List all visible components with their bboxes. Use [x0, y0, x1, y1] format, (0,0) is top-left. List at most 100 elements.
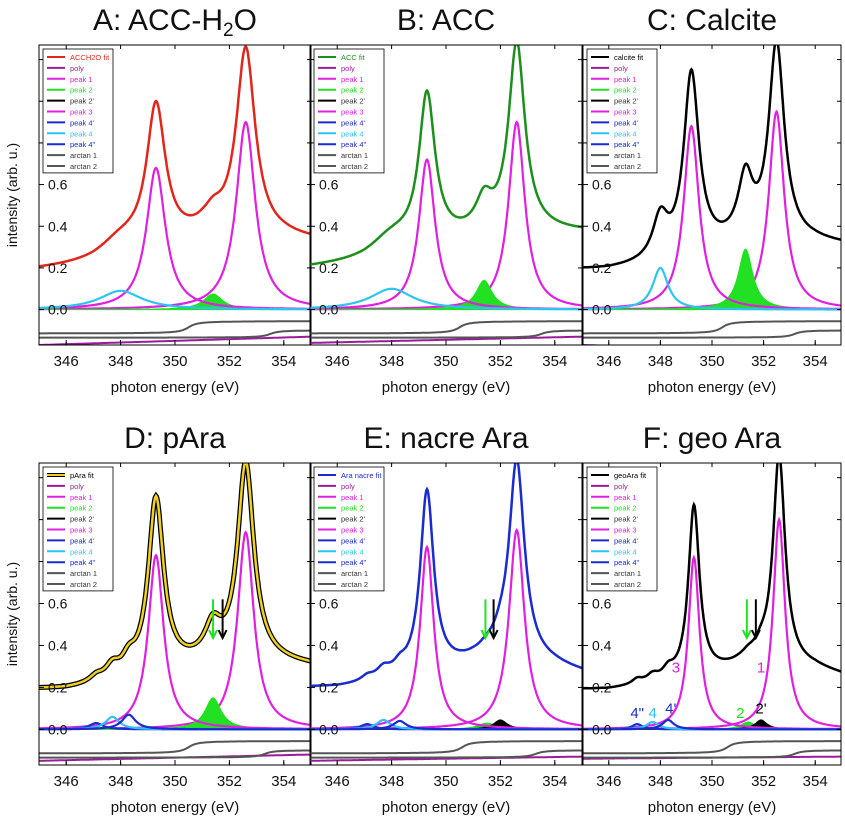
x-tick-label: 346 [325, 773, 350, 790]
legend-label: peak 2' [341, 515, 366, 524]
peak-line [39, 120, 311, 311]
x-tick-label: 348 [108, 353, 133, 370]
peak-annotation: 2 [736, 705, 744, 722]
x-tick-label: 352 [751, 773, 776, 790]
fit-line [583, 463, 841, 690]
x-tick-label: 350 [699, 353, 724, 370]
legend-label: peak 3 [614, 526, 637, 535]
x-tick-label: 354 [803, 353, 828, 370]
peak-annotation: 3 [672, 660, 680, 677]
panel-d: D: pAra0.00.20.40.60.81.01.2346348350352… [38, 422, 312, 816]
legend-label: peak 2 [614, 86, 637, 95]
arctan-line [583, 329, 841, 339]
arrow-head [217, 629, 228, 641]
x-axis-label: photon energy (eV) [382, 799, 510, 816]
y-tick-label: 0.4 [592, 218, 612, 234]
x-tick-label: 354 [271, 773, 296, 790]
peak-line [583, 718, 841, 731]
arctan-line [39, 749, 311, 759]
arrow-head [480, 629, 491, 641]
legend-label: peak 4 [70, 129, 93, 138]
x-tick-label: 354 [271, 353, 296, 370]
x-axis-label: photon energy (eV) [111, 799, 239, 816]
legend-label: peak 4' [614, 118, 639, 127]
legend-label: peak 3 [614, 108, 637, 117]
legend-label: ACCH2O fit [70, 53, 110, 62]
legend-label: peak 4' [70, 118, 95, 127]
panel-a: A: ACC-H2O0.00.20.40.60.81.01.2346348350… [38, 4, 312, 396]
legend-label: calcite fit [614, 53, 644, 62]
x-tick-label: 350 [699, 773, 724, 790]
x-tick-label: 346 [596, 773, 621, 790]
legend-label: peak 4" [614, 140, 640, 149]
legend-label: arctan 2 [614, 580, 641, 589]
panel-title: C: Calcite [647, 4, 777, 37]
x-tick-label: 354 [542, 773, 567, 790]
legend-label: peak 1 [341, 493, 364, 502]
arctan-line [310, 329, 582, 339]
legend-label: peak 3 [70, 108, 93, 117]
legend-label: peak 2 [341, 86, 364, 95]
plot-area [310, 463, 582, 762]
legend-label: peak 2' [70, 97, 95, 106]
legend-label: poly [614, 482, 628, 491]
x-tick-label: 352 [217, 353, 242, 370]
legend-label: peak 3 [341, 526, 364, 535]
arrow-head [741, 629, 752, 641]
panel-title: E: nacre Ara [363, 422, 528, 455]
legend-label: poly [341, 64, 355, 73]
y-tick-label: 0.2 [48, 679, 68, 695]
legend-label: peak 1 [70, 75, 93, 84]
arctan-line [39, 329, 311, 339]
x-tick-label: 352 [488, 353, 513, 370]
legend-label: arctan 1 [614, 151, 641, 160]
legend-label: arctan 2 [341, 580, 368, 589]
legend-label: peak 2' [614, 515, 639, 524]
x-tick-label: 346 [596, 353, 621, 370]
x-tick-label: 348 [379, 773, 404, 790]
legend-label: peak 2 [341, 504, 364, 513]
x-tick-label: 348 [648, 773, 673, 790]
legend-label: peak 4" [70, 140, 96, 149]
legend-label: peak 1 [341, 75, 364, 84]
legend-label: peak 2' [341, 97, 366, 106]
arctan-line [310, 320, 582, 335]
legend-label: peak 4" [341, 558, 367, 567]
x-tick-label: 346 [325, 353, 350, 370]
legend-label: arctan 2 [70, 580, 97, 589]
peak-annotation: 4' [665, 701, 676, 718]
peak-annotation: 4" [630, 705, 644, 722]
arctan-line [310, 740, 582, 755]
x-tick-label: 352 [217, 773, 242, 790]
plot-area [39, 463, 311, 762]
x-axis-label: photon energy (eV) [648, 379, 776, 396]
legend-label: peak 2 [614, 504, 637, 513]
legend-label: poly [70, 64, 84, 73]
legend-label: peak 4' [614, 536, 639, 545]
x-tick-label: 354 [803, 773, 828, 790]
arctan-line [39, 740, 311, 755]
y-tick-label: 0.2 [592, 260, 612, 276]
x-tick-label: 354 [542, 353, 567, 370]
legend-label: arctan 2 [341, 162, 368, 171]
y-tick-label: 0.6 [48, 177, 68, 193]
x-tick-label: 352 [488, 773, 513, 790]
legend-label: peak 2' [614, 97, 639, 106]
peak-line [310, 157, 582, 311]
legend-label: peak 4" [341, 140, 367, 149]
legend-label: arctan 2 [614, 162, 641, 171]
legend-label: arctan 1 [341, 569, 368, 578]
panel-title: A: ACC-H2O [93, 4, 257, 41]
arrow-head [750, 629, 761, 641]
poly-line [310, 755, 582, 762]
legend-label: peak 1 [70, 493, 93, 502]
plot-area [310, 45, 582, 344]
peak-line [310, 719, 582, 731]
legend-label: peak 2' [70, 515, 95, 524]
legend-label: arctan 1 [70, 569, 97, 578]
legend-label: peak 1 [614, 493, 637, 502]
arctan-line [583, 740, 841, 755]
legend-label: poly [341, 482, 355, 491]
